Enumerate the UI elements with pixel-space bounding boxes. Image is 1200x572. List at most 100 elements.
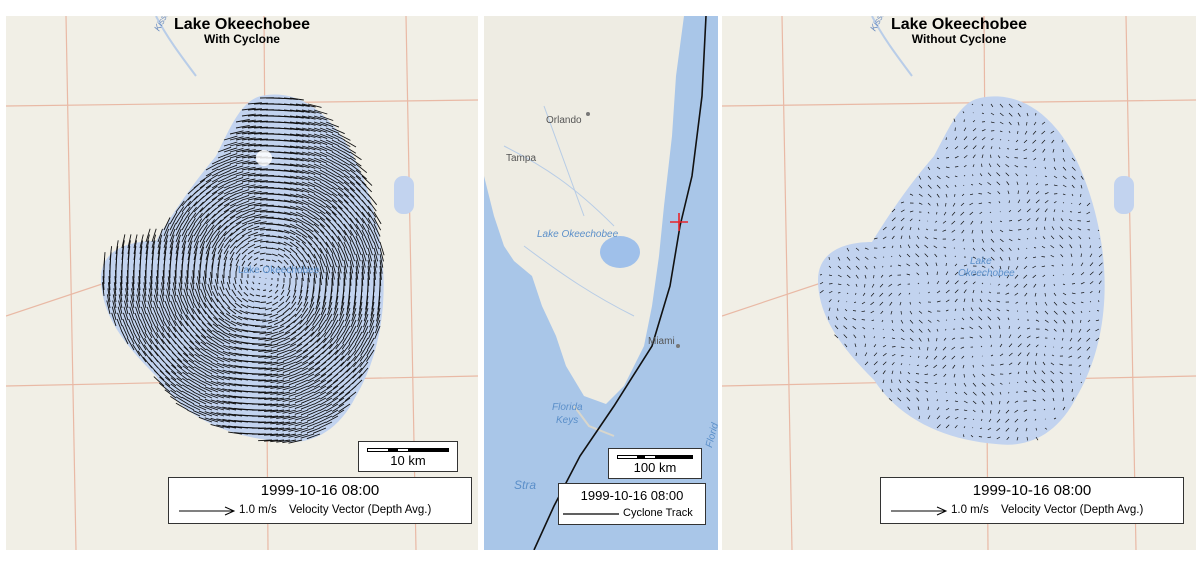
velocity-vector	[229, 251, 235, 261]
left-title-block: Lake Okeechobee With Cyclone	[6, 16, 478, 46]
velocity-vector	[936, 175, 941, 180]
velocity-vector	[295, 217, 309, 225]
velocity-vector	[999, 130, 1003, 133]
velocity-vector	[990, 220, 992, 223]
velocity-vector	[319, 145, 333, 152]
velocity-vector	[837, 274, 842, 278]
velocity-vector	[270, 421, 285, 425]
velocity-vector	[969, 316, 974, 321]
velocity-vector	[918, 175, 922, 180]
velocity-vector	[371, 295, 375, 310]
velocity-vector	[235, 154, 250, 159]
velocity-vector	[229, 194, 243, 201]
velocity-vector	[301, 127, 316, 132]
velocity-vector	[864, 343, 866, 348]
velocity-vector	[192, 270, 195, 285]
velocity-vector	[223, 256, 228, 267]
velocity-vector	[343, 253, 349, 268]
velocity-vector	[285, 319, 297, 328]
velocity-vector	[363, 313, 369, 328]
velocity-vector	[307, 151, 322, 158]
velocity-vector	[164, 389, 177, 399]
velocity-vector	[954, 382, 956, 386]
velocity-vector	[898, 254, 902, 258]
velocity-vector	[114, 270, 117, 285]
velocity-vector	[927, 166, 931, 170]
velocity-vector	[169, 313, 177, 327]
velocity-vector	[319, 157, 333, 165]
velocity-vector	[267, 295, 273, 299]
velocity-vector	[301, 181, 316, 188]
velocity-vector	[1098, 300, 1100, 303]
velocity-vector	[1044, 217, 1047, 222]
velocity-vector	[253, 227, 266, 231]
velocity-vector	[1035, 208, 1040, 213]
velocity-vector	[146, 306, 153, 321]
velocity-vector	[354, 331, 363, 345]
velocity-vector	[331, 253, 338, 268]
velocity-vector	[897, 264, 902, 267]
velocity-vector	[102, 276, 105, 291]
velocity-vector	[963, 434, 965, 438]
velocity-vector	[181, 229, 189, 243]
velocity-vector	[906, 273, 911, 276]
velocity-vector	[133, 234, 138, 249]
keys-label-line2: Keys	[556, 415, 579, 426]
velocity-vector	[139, 240, 144, 255]
velocity-vector	[933, 237, 938, 240]
velocity-vector	[248, 324, 261, 327]
velocity-vector	[334, 295, 339, 310]
velocity-vector	[222, 299, 231, 309]
velocity-vector	[1062, 406, 1066, 411]
velocity-vector	[1098, 246, 1102, 249]
velocity-vector	[1071, 202, 1073, 204]
velocity-vector	[373, 253, 378, 268]
velocity-vector	[144, 270, 147, 285]
right-title-block: Lake Okeechobee Without Cyclone	[722, 16, 1196, 46]
velocity-vector	[355, 253, 360, 268]
velocity-vector	[235, 166, 250, 171]
velocity-vector	[313, 217, 325, 228]
velocity-vector	[906, 397, 911, 402]
velocity-vector	[253, 269, 256, 273]
velocity-vector	[141, 300, 147, 315]
miami-dot	[676, 344, 680, 348]
velocity-vector	[241, 260, 246, 267]
velocity-vector	[189, 288, 195, 303]
velocity-vector	[356, 319, 363, 333]
velocity-vector	[978, 325, 983, 330]
velocity-vector	[1015, 173, 1019, 177]
velocity-vector	[1059, 371, 1064, 375]
velocity-vector	[355, 199, 366, 211]
velocity-vector	[981, 282, 984, 285]
velocity-vector	[331, 205, 343, 216]
velocity-vector	[301, 391, 315, 399]
velocity-vector	[1017, 190, 1019, 195]
velocity-vector	[355, 259, 360, 274]
velocity-vector	[157, 240, 162, 255]
velocity-vector	[1026, 370, 1028, 375]
velocity-vector	[954, 298, 958, 303]
velocity-vector	[229, 142, 244, 147]
velocity-vector	[945, 184, 949, 189]
velocity-vector	[276, 385, 291, 390]
velocity-vector	[294, 283, 297, 292]
velocity-vector	[218, 317, 231, 327]
velocity-vector	[319, 169, 333, 177]
velocity-vector	[855, 292, 857, 295]
velocity-vector	[373, 259, 377, 274]
velocity-vector	[247, 243, 256, 249]
velocity-vector	[295, 139, 310, 144]
velocity-vector	[222, 382, 237, 387]
velocity-vector	[116, 318, 123, 333]
velocity-vector	[1017, 103, 1022, 108]
velocity-vector	[199, 360, 213, 369]
velocity-vector	[282, 421, 297, 426]
velocity-vector	[331, 187, 344, 197]
velocity-vector	[358, 301, 363, 316]
velocity-vector	[325, 133, 339, 140]
velocity-vector	[1080, 301, 1084, 304]
velocity-vector	[162, 326, 171, 339]
velocity-vector	[349, 229, 358, 243]
velocity-vector	[187, 409, 201, 417]
